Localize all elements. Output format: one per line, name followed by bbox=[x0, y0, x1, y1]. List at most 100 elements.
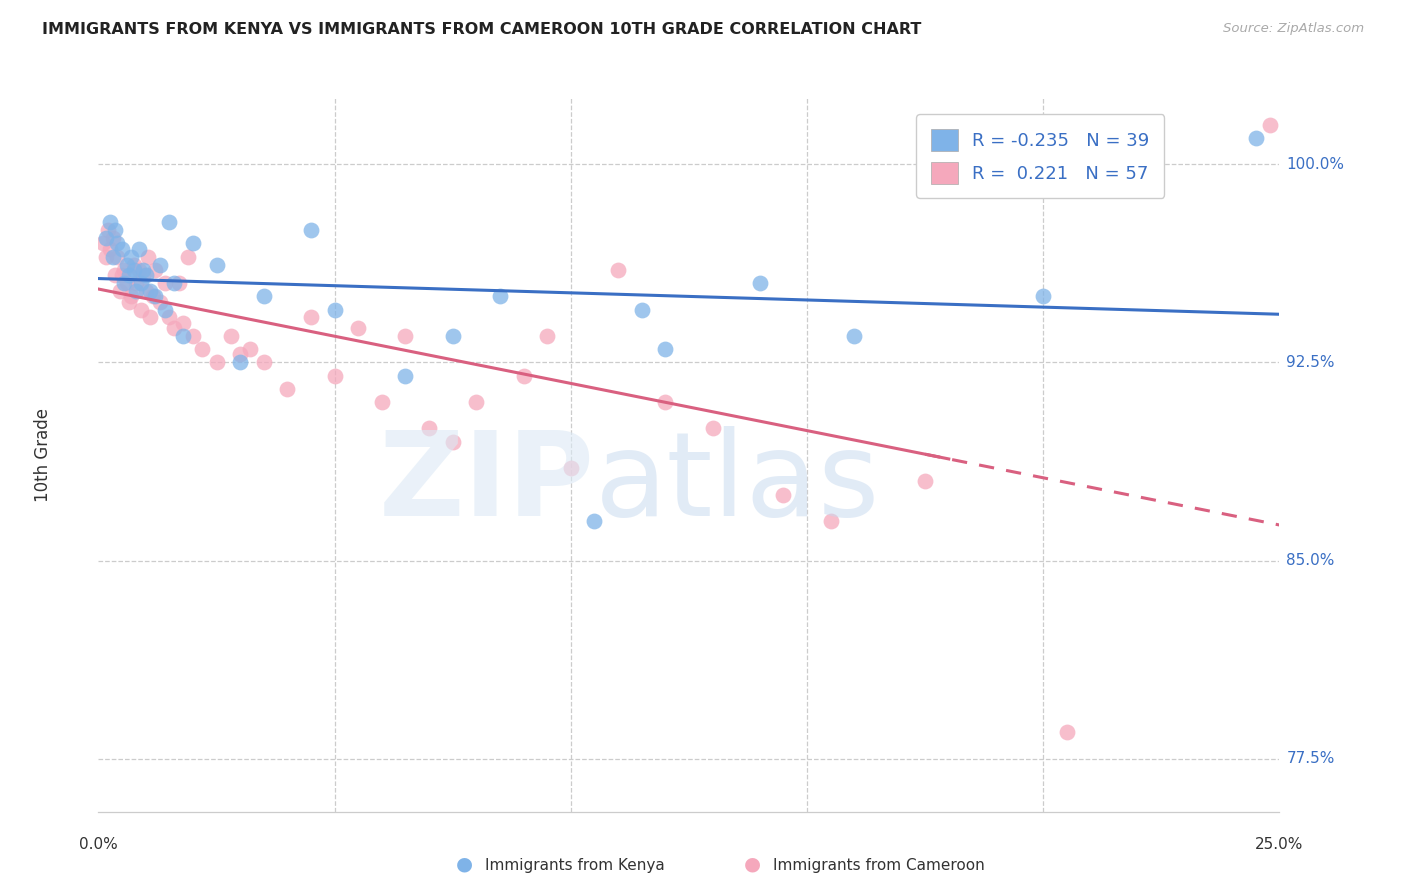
Point bbox=[181, 236, 204, 251]
Text: 100.0%: 100.0% bbox=[1286, 157, 1344, 171]
Legend: R = -0.235   N = 39, R =  0.221   N = 57: R = -0.235 N = 39, R = 0.221 N = 57 bbox=[917, 114, 1164, 198]
Point bbox=[132, 263, 155, 277]
Point bbox=[135, 268, 157, 283]
Text: 0.0%: 0.0% bbox=[79, 837, 118, 852]
Point bbox=[181, 329, 204, 343]
Point bbox=[118, 268, 141, 283]
Point bbox=[205, 258, 228, 272]
Point bbox=[844, 329, 866, 343]
Point bbox=[1244, 130, 1267, 145]
Point bbox=[122, 263, 145, 277]
Point bbox=[98, 215, 121, 229]
Point bbox=[191, 342, 214, 356]
Point bbox=[371, 395, 394, 409]
Point bbox=[560, 461, 582, 475]
Point bbox=[654, 395, 676, 409]
Point bbox=[121, 250, 143, 264]
Point bbox=[136, 250, 159, 264]
Point bbox=[115, 276, 138, 290]
Text: ZIP: ZIP bbox=[378, 426, 595, 541]
Point bbox=[748, 276, 770, 290]
Text: atlas: atlas bbox=[595, 426, 880, 541]
Point bbox=[583, 514, 606, 528]
Text: ●: ● bbox=[456, 855, 472, 873]
Point bbox=[125, 276, 148, 290]
Point bbox=[104, 268, 127, 283]
Point bbox=[1258, 118, 1281, 132]
Point bbox=[94, 250, 117, 264]
Point bbox=[118, 294, 141, 309]
Point bbox=[112, 263, 135, 277]
Text: IMMIGRANTS FROM KENYA VS IMMIGRANTS FROM CAMEROON 10TH GRADE CORRELATION CHART: IMMIGRANTS FROM KENYA VS IMMIGRANTS FROM… bbox=[42, 22, 921, 37]
Point bbox=[299, 223, 322, 237]
Point bbox=[104, 223, 127, 237]
Point bbox=[163, 276, 186, 290]
Point bbox=[153, 276, 176, 290]
Point bbox=[157, 215, 180, 229]
Point bbox=[135, 284, 157, 298]
Point bbox=[772, 487, 794, 501]
Text: 85.0%: 85.0% bbox=[1286, 553, 1334, 568]
Point bbox=[512, 368, 534, 383]
Point bbox=[630, 302, 652, 317]
Point bbox=[129, 302, 152, 317]
Point bbox=[172, 329, 194, 343]
Point bbox=[125, 284, 148, 298]
Point bbox=[1032, 289, 1054, 303]
Point bbox=[111, 268, 134, 283]
Point bbox=[914, 475, 936, 489]
Point bbox=[128, 242, 150, 256]
Point bbox=[441, 434, 464, 449]
Point bbox=[121, 289, 143, 303]
Point bbox=[172, 316, 194, 330]
Point bbox=[167, 276, 190, 290]
Point bbox=[205, 355, 228, 369]
Text: Immigrants from Cameroon: Immigrants from Cameroon bbox=[773, 858, 986, 872]
Point bbox=[112, 276, 135, 290]
Text: 77.5%: 77.5% bbox=[1286, 751, 1334, 766]
Point bbox=[229, 355, 252, 369]
Point bbox=[394, 329, 416, 343]
Point bbox=[111, 242, 134, 256]
Point bbox=[139, 310, 162, 325]
Point bbox=[142, 289, 165, 303]
Point bbox=[122, 258, 145, 272]
Text: Source: ZipAtlas.com: Source: ZipAtlas.com bbox=[1223, 22, 1364, 36]
Point bbox=[149, 258, 172, 272]
Point bbox=[239, 342, 262, 356]
Point bbox=[163, 321, 186, 335]
Text: Immigrants from Kenya: Immigrants from Kenya bbox=[485, 858, 665, 872]
Text: ●: ● bbox=[744, 855, 761, 873]
Point bbox=[98, 242, 121, 256]
Point bbox=[157, 310, 180, 325]
Point bbox=[128, 263, 150, 277]
Point bbox=[91, 236, 114, 251]
Point bbox=[143, 289, 166, 303]
Point bbox=[105, 250, 128, 264]
Point bbox=[153, 302, 176, 317]
Point bbox=[129, 276, 152, 290]
Point bbox=[101, 250, 124, 264]
Point bbox=[139, 284, 162, 298]
Point bbox=[253, 355, 276, 369]
Point bbox=[219, 329, 242, 343]
Point bbox=[143, 263, 166, 277]
Point bbox=[607, 263, 630, 277]
Point bbox=[465, 395, 488, 409]
Point bbox=[536, 329, 558, 343]
Point bbox=[347, 321, 370, 335]
Point bbox=[108, 284, 131, 298]
Text: 92.5%: 92.5% bbox=[1286, 355, 1334, 370]
Text: 25.0%: 25.0% bbox=[1256, 837, 1303, 852]
Point bbox=[229, 347, 252, 361]
Point bbox=[299, 310, 322, 325]
Point bbox=[105, 236, 128, 251]
Point bbox=[97, 223, 120, 237]
Text: 10th Grade: 10th Grade bbox=[34, 408, 52, 502]
Point bbox=[489, 289, 512, 303]
Point bbox=[149, 294, 172, 309]
Point bbox=[394, 368, 416, 383]
Point bbox=[654, 342, 676, 356]
Point bbox=[253, 289, 276, 303]
Point bbox=[115, 258, 138, 272]
